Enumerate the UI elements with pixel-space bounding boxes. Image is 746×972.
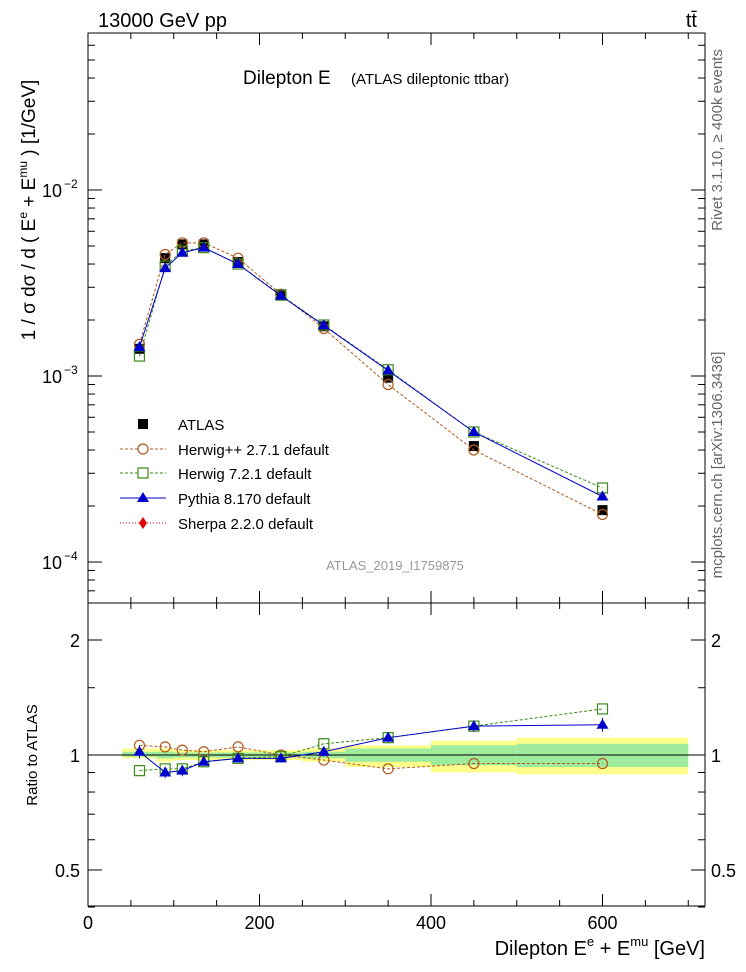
ratio-line-0: [139, 744, 603, 770]
data-point-0: [177, 239, 188, 250]
y-tick-exponent: −2: [64, 177, 78, 191]
main-y-axis-label: 1 / σ dσ / d ( Ee + Emu ) [1/GeV]: [16, 80, 40, 341]
data-point-1: [382, 378, 394, 391]
ratio-point-0: [596, 757, 609, 770]
ratio-y-tick-label-right: 1: [711, 746, 721, 766]
energy-label: 13000 GeV pp: [98, 10, 227, 32]
ratio-point-2: [382, 731, 395, 742]
ratio-y-axis-label: Ratio to ATLAS: [24, 704, 41, 805]
legend-entry-herwigpp: Herwig++ 2.7.1 default: [120, 442, 330, 459]
data-point-0: [383, 372, 394, 383]
y-tick-label: 10: [42, 181, 62, 201]
y-tick-label: 10: [42, 367, 62, 387]
ratio-y-tick-label: 1: [70, 746, 80, 766]
data-point-0: [468, 441, 479, 452]
data-point-0: [160, 253, 171, 264]
series-line-1: [138, 242, 603, 515]
chart-title: Dilepton E: [243, 68, 331, 89]
ratio-y-tick-label-right: 0.5: [711, 861, 736, 881]
data-point-3: [232, 258, 245, 269]
y-tick-exponent: −3: [64, 363, 78, 377]
data-point-3: [274, 289, 287, 300]
rivet-label: Rivet 3.1.10, ≥ 400k events: [709, 49, 726, 231]
ratio-point-2: [232, 752, 245, 763]
x-tick-label: 200: [244, 913, 274, 933]
legend-label-sherpa: Sherpa 2.2.0 default: [178, 516, 314, 533]
ratio-y-tick-label-right: 2: [711, 631, 721, 651]
y-tick-label: 10: [42, 553, 62, 573]
ratio-point-2: [317, 745, 330, 756]
ratio-point-1: [596, 703, 609, 715]
data-point-3: [467, 425, 480, 436]
data-point-3: [596, 490, 609, 501]
x-tick-label: 400: [416, 913, 446, 933]
data-point-0: [597, 505, 608, 516]
ratio-point-0: [382, 763, 394, 775]
legend-entry-atlas: ATLAS: [138, 417, 224, 434]
data-point-3: [382, 364, 395, 375]
series-line-3: [138, 247, 603, 497]
chart-subtitle: (ATLAS dileptonic ttbar): [351, 71, 509, 88]
ratio-point-2: [159, 766, 172, 777]
data-point-3: [133, 341, 146, 352]
ratio-point-2: [176, 764, 189, 775]
mcplots-label: mcplots.cern.ch [arXiv:1306.3436]: [709, 352, 726, 579]
ratio-plot-marks: [88, 703, 705, 779]
x-tick-label: 600: [587, 913, 617, 933]
ratio-y-tick-label: 0.5: [55, 861, 80, 881]
ratio-point-2: [596, 718, 609, 729]
ratio-point-0: [232, 741, 244, 753]
ratio-y-tick-label: 2: [70, 631, 80, 651]
data-point-3: [317, 319, 330, 330]
ratio-point-0: [159, 741, 171, 753]
main-plot-marks: [133, 237, 609, 521]
ratio-point-0: [468, 757, 480, 770]
ratio-point-0: [176, 744, 188, 756]
legend-entry-pythia: Pythia 8.170 default: [120, 491, 311, 508]
data-point-3: [197, 241, 210, 252]
data-point-3: [176, 246, 189, 257]
ratio-point-2: [197, 755, 210, 766]
process-label: tt̄: [686, 10, 698, 32]
x-axis-label: Dilepton Ee + Emu [GeV]: [495, 934, 705, 960]
data-point-1: [159, 248, 171, 261]
ratio-point-1: [133, 765, 146, 777]
legend-label-atlas: ATLAS: [178, 417, 224, 434]
analysis-id: ATLAS_2019_I1759875: [326, 558, 464, 573]
legend-label-herwig7: Herwig 7.2.1 default: [178, 466, 312, 483]
legend: ATLAS Herwig++ 2.7.1 default Herwig 7.2.…: [120, 417, 330, 533]
data-point-3: [159, 262, 172, 273]
x-tick-label: 0: [83, 913, 93, 933]
ratio-line-2: [139, 724, 603, 773]
ratio-point-2: [274, 752, 287, 763]
ratio-point-2: [467, 720, 480, 731]
legend-label-pythia: Pythia 8.170 default: [178, 491, 311, 508]
legend-entry-sherpa: Sherpa 2.2.0 default: [120, 516, 314, 533]
data-point-1: [468, 444, 480, 456]
legend-label-herwigpp: Herwig++ 2.7.1 default: [178, 442, 330, 459]
ratio-point-2: [133, 745, 146, 756]
y-tick-exponent: −4: [64, 549, 78, 563]
data-point-1: [596, 508, 609, 521]
legend-entry-herwig7: Herwig 7.2.1 default: [120, 466, 312, 483]
